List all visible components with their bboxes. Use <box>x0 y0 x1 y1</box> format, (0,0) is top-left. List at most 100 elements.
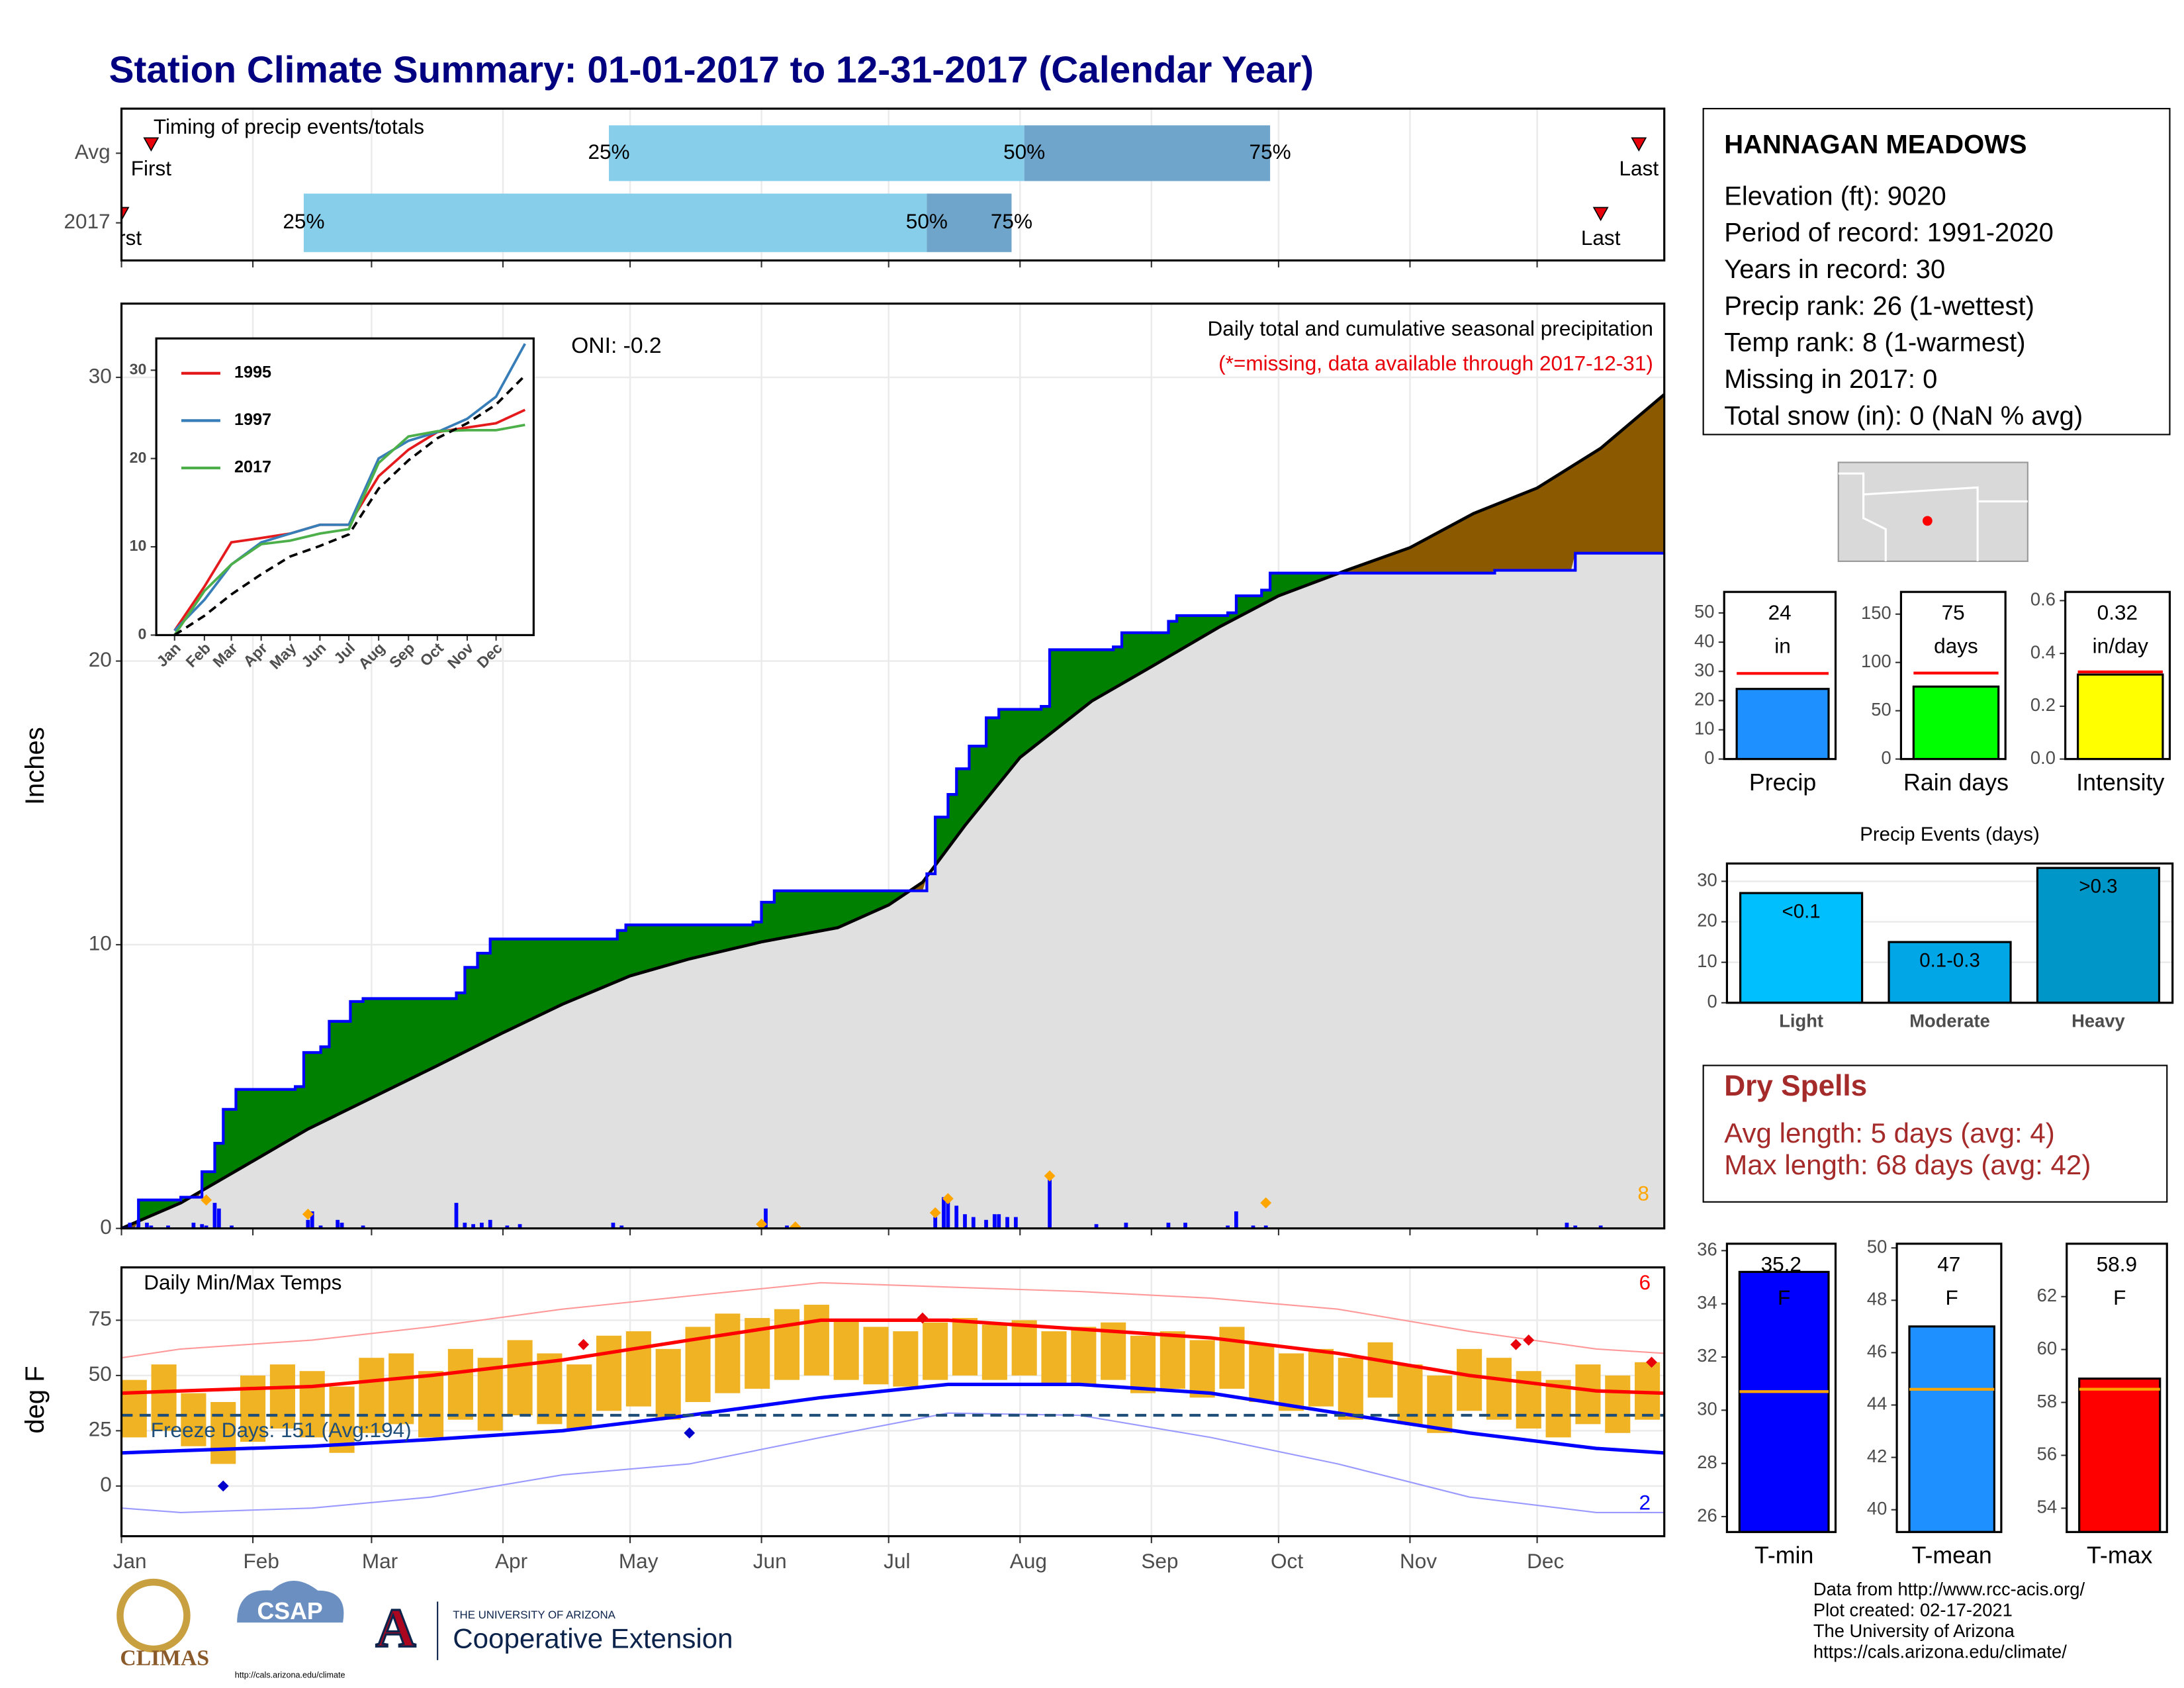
y-tick-label: 0 <box>100 1472 112 1496</box>
temp-range-bar <box>1308 1348 1334 1407</box>
daily-bar <box>1598 1225 1603 1229</box>
x-tick-label: Moderate <box>1909 1011 1990 1031</box>
plot-frame <box>1899 590 2007 761</box>
daily-bar <box>306 1219 310 1229</box>
bar <box>2078 1378 2161 1532</box>
y-tick-label: 50 <box>1867 1236 1887 1256</box>
daily-bar <box>1048 1177 1052 1229</box>
x-label: T-mean <box>1912 1542 1992 1569</box>
record-marker <box>1646 1356 1657 1368</box>
highlight-marker <box>790 1221 801 1229</box>
logos: CLIMAS CSAP http://cals.arizona.edu/clim… <box>116 1578 733 1679</box>
value-label: 0.32 in/day <box>2093 600 2148 657</box>
temp-line <box>121 1412 1664 1513</box>
station-line: Years in record: 30 <box>1724 255 1945 284</box>
daily-bar <box>310 1211 314 1229</box>
map <box>1837 461 2028 562</box>
y-tick-label: 62 <box>2037 1285 2057 1305</box>
plot-area <box>1735 672 1830 759</box>
x-tick-label: Light <box>1779 1011 1823 1031</box>
temp-range-bar <box>1486 1358 1512 1420</box>
daily-bar <box>518 1224 522 1229</box>
y-tick-label: 26 <box>1697 1505 1717 1525</box>
temp-range-bar <box>625 1331 651 1407</box>
annotation: (*=missing, data available through 2017-… <box>1218 352 1653 375</box>
row-label: Avg <box>75 140 111 164</box>
temp-range-bar <box>151 1364 177 1431</box>
plot-frame <box>120 107 1666 262</box>
plot-area <box>121 1267 1664 1536</box>
normal-line <box>121 393 1664 1229</box>
temp-range-bar <box>1457 1348 1482 1411</box>
temp-range-bar <box>803 1305 829 1376</box>
daily-bar <box>1183 1223 1187 1229</box>
temp-range-bar <box>1427 1375 1453 1433</box>
plot-frame <box>1725 862 2174 1004</box>
daily-bar <box>128 1223 132 1229</box>
temp-range-bar <box>447 1348 473 1420</box>
plot-frame <box>2064 590 2171 761</box>
y-tick-label: 25 <box>89 1417 112 1441</box>
y-tick-label: 40 <box>1694 630 1714 651</box>
daily-bar <box>480 1223 484 1229</box>
event-label: Last <box>1619 156 1659 180</box>
highlight-count: 8 <box>1637 1182 1649 1205</box>
x-tick-label: Feb <box>244 1549 279 1573</box>
value-label: 75 days <box>1934 600 1978 657</box>
daily-bar <box>166 1225 170 1229</box>
temp-range-bar <box>715 1313 741 1393</box>
y-tick-label: 50 <box>1694 601 1714 622</box>
temp-range-bar <box>1219 1327 1245 1389</box>
x-label: T-max <box>2087 1542 2152 1569</box>
plot-area <box>173 343 526 635</box>
daily-bar <box>361 1225 365 1229</box>
csap-url: http://cals.arizona.edu/climate <box>235 1670 345 1679</box>
plot-area <box>1738 1270 1830 1532</box>
timing-bar <box>927 193 1012 252</box>
daily-bar <box>463 1223 467 1229</box>
map-borders <box>1838 472 2028 561</box>
daily-bar <box>216 1208 221 1229</box>
y-tick-label: 100 <box>1861 651 1891 671</box>
map-bg <box>1837 461 2028 562</box>
x-tick-label: Aug <box>1010 1549 1047 1573</box>
y-tick-label: 0 <box>1704 747 1714 768</box>
annotation: Daily total and cumulative seasonal prec… <box>1208 316 1653 340</box>
y-tick-label: 58 <box>2037 1391 2057 1411</box>
temp-range-bar <box>863 1327 889 1385</box>
extension: Cooperative Extension <box>453 1623 733 1654</box>
plot-frame <box>155 337 535 636</box>
y-tick-label: 28 <box>1697 1452 1717 1472</box>
y-tick-label: 50 <box>89 1362 112 1385</box>
temp-range-bar <box>269 1364 295 1429</box>
daily-bar <box>1226 1225 1230 1229</box>
temp-range-bar <box>359 1358 385 1433</box>
daily-bar <box>933 1217 938 1229</box>
x-label: Intensity <box>2076 769 2164 796</box>
temp-range-bar <box>181 1393 206 1446</box>
y-tick-label: 20 <box>130 449 147 466</box>
event-marker <box>1592 207 1609 222</box>
y-tick-label: 0.4 <box>2030 641 2056 662</box>
temp-range-bar <box>121 1380 147 1438</box>
legend-label: 1997 <box>234 410 271 429</box>
record-marker <box>684 1427 696 1439</box>
x-tick-label: Jul <box>884 1549 910 1573</box>
daily-bar <box>1251 1225 1255 1229</box>
y-tick-label: 30 <box>1694 659 1714 680</box>
y-tick-label: 20 <box>1694 689 1714 710</box>
y-tick-label: 0.2 <box>2030 694 2056 715</box>
x-tick-label: Dec <box>1527 1549 1564 1573</box>
bar <box>1739 892 1864 1003</box>
y-tick-label: 42 <box>1867 1446 1887 1466</box>
y-tick-label: 10 <box>1694 718 1714 739</box>
daily-bar <box>230 1225 234 1229</box>
daily-bar <box>1166 1223 1171 1229</box>
daily-bar <box>505 1225 510 1229</box>
daily-bar <box>1124 1223 1128 1229</box>
percent-label: 50% <box>906 209 948 233</box>
bar <box>1888 941 2012 1003</box>
daily-bar <box>1013 1217 1018 1229</box>
daily-bar <box>764 1208 768 1229</box>
